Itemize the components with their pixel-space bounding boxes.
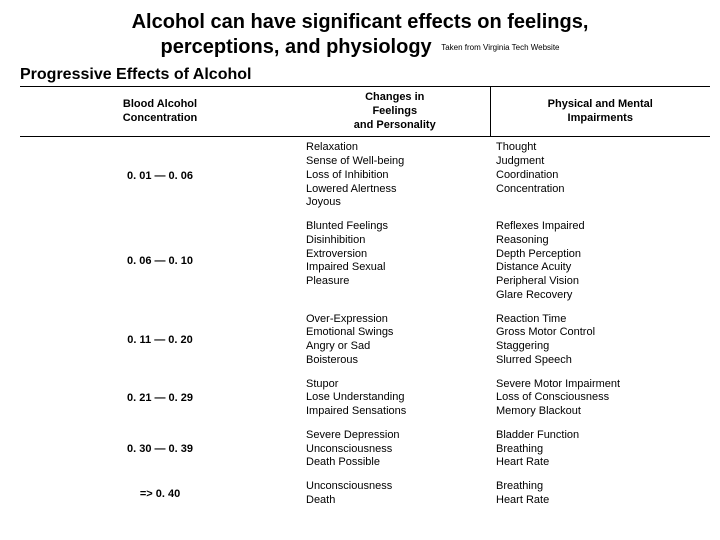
cell-impairments: Thought Judgment Coordination Concentrat…	[490, 137, 710, 216]
source-note: Taken from Virginia Tech Website	[437, 43, 559, 52]
cell-feelings: Over-Expression Emotional Swings Angry o…	[300, 309, 490, 374]
table-row: 0. 30 — 0. 39 Severe Depression Unconsci…	[20, 425, 710, 476]
header-bac: Blood Alcohol Concentration	[20, 87, 300, 137]
subtitle: Progressive Effects of Alcohol	[0, 60, 720, 86]
cell-bac: 0. 01 — 0. 06	[20, 137, 300, 216]
cell-feelings: Severe Depression Unconsciousness Death …	[300, 425, 490, 476]
cell-feelings: Blunted Feelings Disinhibition Extrovers…	[300, 216, 490, 309]
cell-impairments: Bladder Function Breathing Heart Rate	[490, 425, 710, 476]
table-row: => 0. 40 Unconsciousness Death Breathing…	[20, 476, 710, 514]
cell-feelings: Unconsciousness Death	[300, 476, 490, 514]
cell-bac: => 0. 40	[20, 476, 300, 514]
cell-bac: 0. 11 — 0. 20	[20, 309, 300, 374]
title-line1: Alcohol can have significant effects on …	[132, 11, 589, 33]
table-row: 0. 06 — 0. 10 Blunted Feelings Disinhibi…	[20, 216, 710, 309]
table-header-row: Blood Alcohol Concentration Changes in F…	[20, 87, 710, 137]
title-line2: perceptions, and physiology	[161, 36, 432, 58]
header-impairments: Physical and Mental Impairments	[490, 87, 710, 137]
cell-feelings: Stupor Lose Understanding Impaired Sensa…	[300, 374, 490, 425]
cell-bac: 0. 21 — 0. 29	[20, 374, 300, 425]
cell-impairments: Severe Motor Impairment Loss of Consciou…	[490, 374, 710, 425]
cell-bac: 0. 06 — 0. 10	[20, 216, 300, 309]
cell-feelings: Relaxation Sense of Well-being Loss of I…	[300, 137, 490, 216]
effects-table: Blood Alcohol Concentration Changes in F…	[20, 86, 710, 514]
header-feelings: Changes in Feelings and Personality	[300, 87, 490, 137]
cell-impairments: Breathing Heart Rate	[490, 476, 710, 514]
cell-impairments: Reflexes Impaired Reasoning Depth Percep…	[490, 216, 710, 309]
cell-impairments: Reaction Time Gross Motor Control Stagge…	[490, 309, 710, 374]
table-row: 0. 11 — 0. 20 Over-Expression Emotional …	[20, 309, 710, 374]
table-row: 0. 21 — 0. 29 Stupor Lose Understanding …	[20, 374, 710, 425]
cell-bac: 0. 30 — 0. 39	[20, 425, 300, 476]
page-title: Alcohol can have significant effects on …	[0, 0, 720, 60]
table-row: 0. 01 — 0. 06 Relaxation Sense of Well-b…	[20, 137, 710, 216]
